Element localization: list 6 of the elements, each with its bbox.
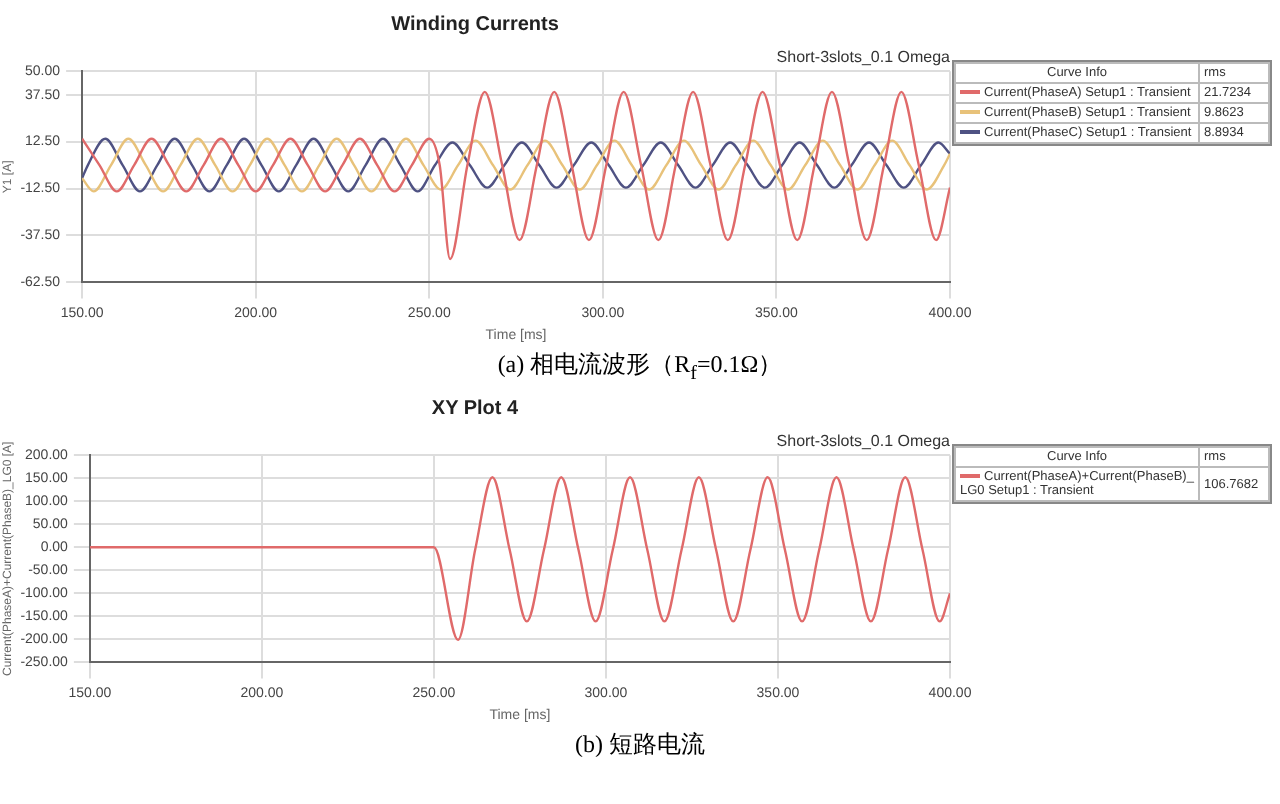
text: (b) 短路电流 [573, 728, 707, 762]
chart-title: Winding Currents [391, 13, 560, 36]
text: (a) 相电流波形（R$_{f}$=0.1Ω） [495, 348, 785, 385]
chart-subtitle: Short-3slots_0.1 Omega [776, 48, 952, 67]
chart-title: XY Plot 4 [431, 397, 520, 420]
chart-subtitle: Short-3slots_0.1 Omega [776, 432, 952, 451]
